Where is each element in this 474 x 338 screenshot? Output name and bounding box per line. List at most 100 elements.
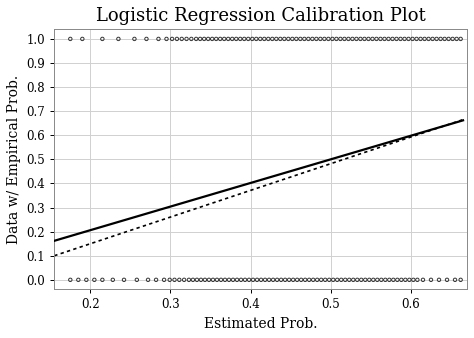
Point [133,277,141,283]
Point [310,277,317,283]
Point [237,277,245,283]
Point [435,277,443,283]
X-axis label: Estimated Prob.: Estimated Prob. [204,317,318,331]
Point [354,277,361,283]
Point [393,277,401,283]
Point [425,36,432,42]
Point [393,36,401,42]
Point [201,36,208,42]
Point [297,36,304,42]
Point [409,36,416,42]
Point [204,36,212,42]
Point [345,36,352,42]
Point [268,36,276,42]
Point [313,277,321,283]
Y-axis label: Data w/ Empirical Prob.: Data w/ Empirical Prob. [7,75,21,244]
Point [441,36,448,42]
Point [427,277,435,283]
Point [373,36,380,42]
Point [143,36,150,42]
Point [183,36,191,42]
Point [240,36,248,42]
Point [276,36,284,42]
Point [217,36,224,42]
Point [361,36,368,42]
Point [197,277,205,283]
Point [277,277,285,283]
Point [356,36,364,42]
Point [421,36,428,42]
Point [79,36,86,42]
Point [173,36,181,42]
Point [337,277,345,283]
Point [257,277,265,283]
Point [178,36,185,42]
Point [261,36,268,42]
Point [229,277,237,283]
Point [224,36,232,42]
Point [245,277,253,283]
Point [305,36,312,42]
Point [429,36,437,42]
Point [419,277,427,283]
Point [166,277,173,283]
Point [321,277,329,283]
Point [281,36,288,42]
Point [289,36,296,42]
Point [99,36,106,42]
Point [318,277,325,283]
Point [337,36,344,42]
Point [362,277,369,283]
Point [305,277,313,283]
Point [349,277,357,283]
Point [171,277,178,283]
Point [328,36,336,42]
Point [293,277,301,283]
Point [385,277,393,283]
Point [66,277,74,283]
Point [357,277,365,283]
Point [414,277,421,283]
Point [301,36,308,42]
Point [91,277,98,283]
Point [249,277,257,283]
Point [317,36,324,42]
Point [237,36,244,42]
Point [175,277,183,283]
Point [451,277,459,283]
Point [115,36,122,42]
Point [220,36,228,42]
Point [333,36,340,42]
Point [457,277,465,283]
Point [66,36,74,42]
Point [241,277,249,283]
Point [329,277,337,283]
Point [264,36,272,42]
Point [273,277,281,283]
Point [209,277,217,283]
Point [365,36,372,42]
Point [99,277,106,283]
Point [209,36,216,42]
Point [410,277,417,283]
Point [297,277,305,283]
Point [405,36,412,42]
Point [285,277,293,283]
Point [212,36,220,42]
Point [256,36,264,42]
Point [457,36,465,42]
Point [341,36,348,42]
Point [413,36,420,42]
Point [449,36,456,42]
Point [217,277,225,283]
Point [282,277,289,283]
Point [377,277,385,283]
Point [374,277,381,283]
Point [265,277,273,283]
Point [353,36,360,42]
Point [453,36,460,42]
Point [284,36,292,42]
Point [401,36,408,42]
Point [325,36,332,42]
Point [443,277,451,283]
